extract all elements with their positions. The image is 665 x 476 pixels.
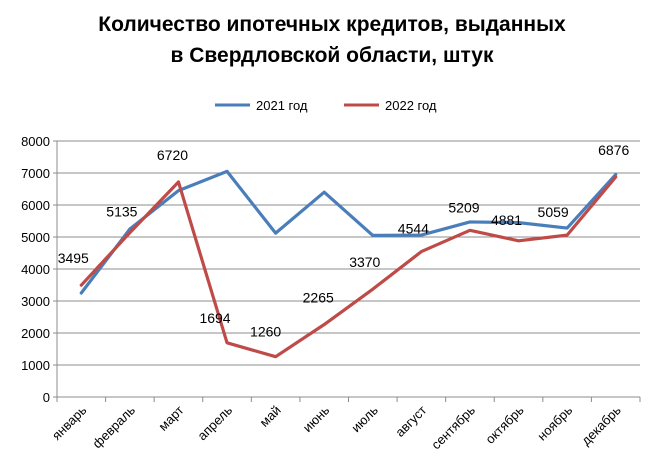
axes [53,140,641,402]
y-tick-label: 3000 [21,294,50,309]
data-label: 3495 [58,250,89,266]
data-label: 5135 [106,204,137,220]
x-tick-label: февраль [89,402,138,451]
x-tick-label: декабрь [578,402,624,448]
x-tick-label: август [392,402,429,439]
data-label: 1694 [199,310,230,326]
x-tick-label: июнь [300,402,333,435]
x-tick-label: январь [49,402,90,443]
data-label: 5209 [448,199,479,215]
x-tick-label: апрель [194,402,235,443]
x-tick-label: май [257,403,284,430]
data-label: 3370 [349,254,380,270]
y-tick-label: 0 [43,390,50,405]
x-tick-label: март [155,402,186,433]
x-axis-ticks: январь февраль март апрель май июнь июль август… [49,402,624,452]
x-tick-label: июль [348,402,381,435]
legend: 2021 год 2022 год [215,98,437,113]
x-tick-label: ноябрь [534,402,575,443]
y-tick-label: 6000 [21,198,50,213]
data-label: 4544 [398,221,429,237]
series [79,169,618,359]
data-label: 6720 [157,147,188,163]
data-label: 2265 [303,290,334,306]
chart-subtitle: в Свердловской области, штук [171,44,494,67]
y-tick-label: 8000 [21,134,50,149]
x-tick-label: сентябрь [428,402,478,452]
data-labels: 3495 5135 6720 1694 1260 2265 3370 4544 5209 4881… [58,142,630,340]
data-label: 4881 [491,212,522,228]
data-label: 5059 [538,204,569,220]
y-tick-label: 2000 [21,326,50,341]
y-axis-ticks: 0 1000 2000 3000 4000 5000 6000 7000 8000 [21,134,50,405]
y-tick-label: 5000 [21,230,50,245]
x-tick-label: октябрь [482,402,526,446]
chart-title: Количество ипотечных кредитов, выданных [98,13,566,36]
data-label: 6876 [598,142,629,158]
legend-label-2021: 2021 год [256,98,308,113]
y-tick-label: 1000 [21,358,50,373]
series-line-0 [79,169,618,295]
y-tick-label: 7000 [21,166,50,181]
data-label: 1260 [250,324,281,340]
y-tick-label: 4000 [21,262,50,277]
series-line-1 [79,175,618,359]
legend-label-2022: 2022 год [385,98,437,113]
